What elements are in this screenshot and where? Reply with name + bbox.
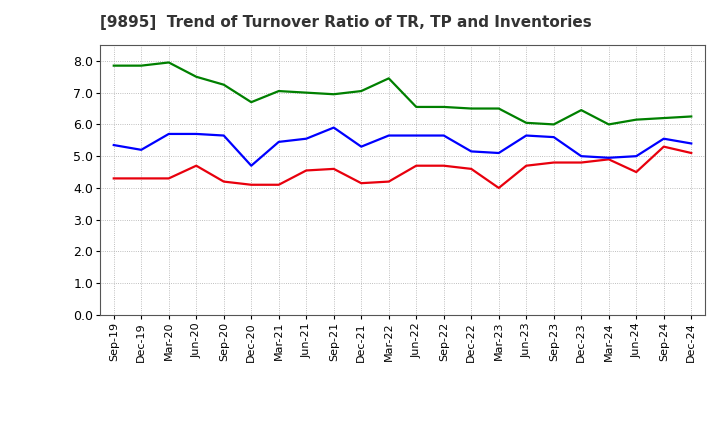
Inventories bbox=[330, 92, 338, 97]
Trade Receivables bbox=[247, 182, 256, 187]
Trade Receivables bbox=[220, 179, 228, 184]
Inventories bbox=[247, 99, 256, 105]
Trade Receivables bbox=[604, 157, 613, 162]
Trade Payables bbox=[357, 144, 366, 149]
Inventories bbox=[357, 88, 366, 94]
Trade Payables bbox=[632, 154, 641, 159]
Trade Receivables bbox=[109, 176, 118, 181]
Trade Payables bbox=[412, 133, 420, 138]
Inventories bbox=[687, 114, 696, 119]
Trade Payables bbox=[687, 141, 696, 146]
Trade Payables bbox=[549, 135, 558, 140]
Inventories bbox=[604, 122, 613, 127]
Line: Trade Payables: Trade Payables bbox=[114, 128, 691, 166]
Trade Receivables bbox=[549, 160, 558, 165]
Inventories bbox=[495, 106, 503, 111]
Inventories bbox=[549, 122, 558, 127]
Trade Payables bbox=[137, 147, 145, 153]
Trade Payables bbox=[330, 125, 338, 130]
Inventories bbox=[164, 60, 173, 65]
Trade Payables bbox=[302, 136, 310, 141]
Trade Receivables bbox=[522, 163, 531, 169]
Trade Receivables bbox=[495, 185, 503, 191]
Line: Trade Receivables: Trade Receivables bbox=[114, 147, 691, 188]
Trade Payables bbox=[495, 150, 503, 156]
Inventories bbox=[577, 107, 585, 113]
Trade Payables bbox=[274, 139, 283, 144]
Trade Receivables bbox=[357, 180, 366, 186]
Inventories bbox=[412, 104, 420, 110]
Trade Payables bbox=[604, 155, 613, 161]
Trade Payables bbox=[439, 133, 448, 138]
Inventories bbox=[632, 117, 641, 122]
Inventories bbox=[137, 63, 145, 68]
Inventories bbox=[220, 82, 228, 88]
Trade Payables bbox=[220, 133, 228, 138]
Inventories bbox=[302, 90, 310, 95]
Trade Receivables bbox=[660, 144, 668, 149]
Trade Payables bbox=[247, 163, 256, 169]
Trade Payables bbox=[577, 154, 585, 159]
Trade Receivables bbox=[632, 169, 641, 175]
Trade Receivables bbox=[687, 150, 696, 156]
Trade Receivables bbox=[412, 163, 420, 169]
Inventories bbox=[439, 104, 448, 110]
Trade Receivables bbox=[330, 166, 338, 172]
Inventories bbox=[274, 88, 283, 94]
Trade Payables bbox=[109, 143, 118, 148]
Trade Receivables bbox=[137, 176, 145, 181]
Inventories bbox=[467, 106, 476, 111]
Text: [9895]  Trend of Turnover Ratio of TR, TP and Inventories: [9895] Trend of Turnover Ratio of TR, TP… bbox=[100, 15, 592, 30]
Trade Receivables bbox=[164, 176, 173, 181]
Inventories bbox=[192, 74, 201, 79]
Inventories bbox=[660, 115, 668, 121]
Trade Receivables bbox=[192, 163, 201, 169]
Trade Payables bbox=[467, 149, 476, 154]
Inventories bbox=[522, 120, 531, 125]
Inventories bbox=[384, 76, 393, 81]
Line: Inventories: Inventories bbox=[114, 62, 691, 125]
Trade Receivables bbox=[577, 160, 585, 165]
Trade Receivables bbox=[384, 179, 393, 184]
Trade Receivables bbox=[467, 166, 476, 172]
Trade Receivables bbox=[439, 163, 448, 169]
Trade Payables bbox=[384, 133, 393, 138]
Trade Receivables bbox=[302, 168, 310, 173]
Trade Payables bbox=[660, 136, 668, 141]
Trade Payables bbox=[522, 133, 531, 138]
Inventories bbox=[109, 63, 118, 68]
Trade Receivables bbox=[274, 182, 283, 187]
Trade Payables bbox=[164, 131, 173, 136]
Trade Payables bbox=[192, 131, 201, 136]
